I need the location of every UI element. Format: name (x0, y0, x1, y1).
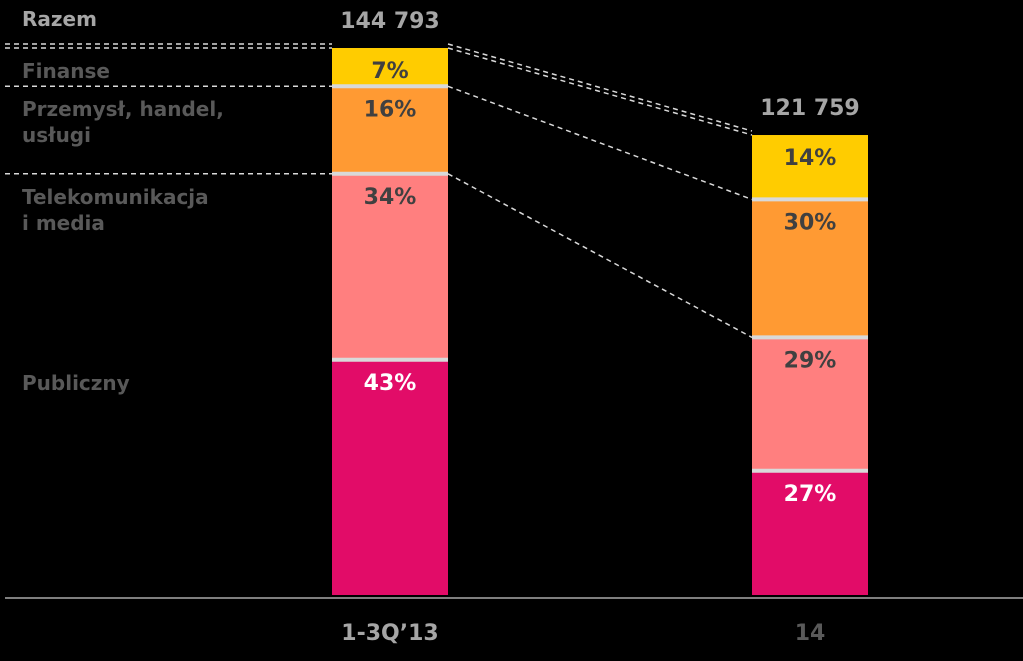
bar-segment (752, 135, 868, 200)
value-label: 16% (364, 97, 417, 122)
bar-segment (752, 337, 868, 471)
x-tick-label: 14 (795, 621, 826, 646)
bar-segment (752, 470, 868, 595)
x-tick-label: 1-3Q’13 (341, 621, 438, 646)
bar-segment (332, 86, 448, 174)
connector-line (447, 47, 753, 136)
value-label: 30% (784, 210, 837, 235)
value-label: 34% (364, 185, 417, 210)
bar-segment (752, 199, 868, 338)
connector-line (447, 85, 753, 201)
bar-segment (332, 359, 448, 595)
series-label: Finanse (22, 59, 110, 83)
total-label: 144 793 (340, 9, 440, 34)
total-label: 121 759 (760, 96, 860, 121)
series-label: Telekomunikacja i media (22, 184, 209, 235)
bar-segment (332, 173, 448, 360)
value-label: 14% (784, 146, 837, 171)
connector-line (447, 43, 753, 132)
value-label: 27% (784, 482, 837, 507)
connector-line (447, 173, 753, 339)
value-label: 43% (364, 371, 417, 396)
series-label: Publiczny (22, 370, 130, 395)
total-title: Razem (22, 7, 97, 31)
value-label: 7% (371, 59, 408, 84)
value-label: 29% (784, 348, 837, 373)
bar-segment (332, 48, 448, 87)
series-label: Przemysł, handel, usługi (22, 97, 224, 148)
